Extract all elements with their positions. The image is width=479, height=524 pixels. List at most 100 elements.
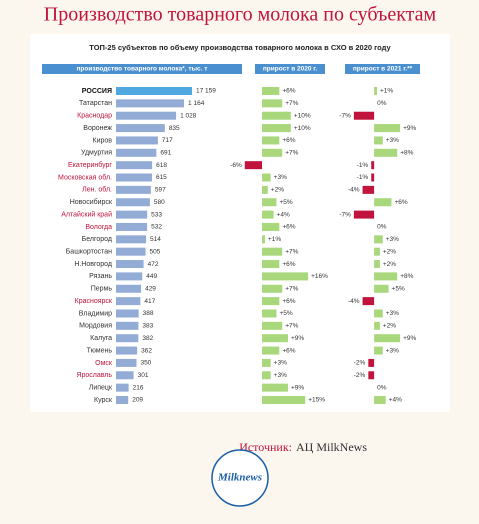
- value-label: +5%: [279, 310, 292, 317]
- bar: [116, 309, 139, 318]
- bar: [262, 173, 271, 182]
- bar: [116, 87, 192, 95]
- value-label: +8%: [400, 150, 413, 157]
- value-label: 1 164: [188, 100, 205, 107]
- value-label: 17 159: [196, 88, 216, 95]
- bar: [116, 334, 139, 343]
- value-label: +6%: [394, 199, 407, 206]
- bar: [116, 124, 165, 133]
- bar: [262, 358, 271, 367]
- bar: [116, 136, 158, 145]
- bar: [116, 99, 185, 108]
- header-bar: [255, 64, 325, 74]
- value-label: +5%: [392, 285, 405, 292]
- bar: [262, 272, 309, 281]
- value-label: 216: [133, 384, 144, 391]
- bar: [116, 272, 143, 281]
- value-label: -1%: [357, 174, 369, 181]
- category-label: Липецк: [89, 384, 113, 391]
- value-label: +10%: [294, 125, 311, 132]
- bar: [116, 210, 148, 219]
- bar: [371, 161, 375, 170]
- category-label: Вологда: [85, 224, 112, 231]
- value-label: -2%: [354, 372, 366, 379]
- header-bar: [345, 64, 420, 74]
- category-label: Татарстан: [79, 100, 112, 107]
- value-label: 532: [151, 224, 162, 231]
- value-label: -6%: [230, 162, 242, 169]
- value-label: +7%: [285, 150, 298, 157]
- bar: [116, 260, 144, 269]
- category-label: Новосибирск: [70, 198, 113, 206]
- value-label: 209: [132, 397, 143, 404]
- bar: [374, 136, 383, 145]
- bar: [368, 358, 375, 367]
- value-label: 0%: [377, 224, 387, 231]
- bar: [262, 334, 288, 343]
- value-label: 388: [143, 310, 154, 317]
- category-label: Краснодар: [77, 113, 112, 120]
- value-label: +6%: [282, 224, 295, 231]
- value-label: +6%: [282, 88, 295, 95]
- value-label: +6%: [282, 261, 295, 268]
- bar: [374, 148, 398, 157]
- logo: Milknews: [217, 472, 262, 484]
- value-label: 429: [145, 285, 156, 292]
- bar: [116, 321, 139, 330]
- bar: [262, 99, 283, 108]
- value-label: 0%: [377, 100, 387, 107]
- value-label: 618: [156, 162, 167, 169]
- category-label: Лен. обл.: [82, 186, 112, 194]
- bar: [116, 358, 137, 367]
- bar: [116, 161, 153, 170]
- bar: [353, 111, 375, 120]
- value-label: +3%: [274, 174, 287, 181]
- value-label: +1%: [380, 88, 393, 95]
- value-label: +3%: [386, 236, 399, 243]
- value-label: -7%: [339, 211, 351, 218]
- bar: [262, 111, 291, 120]
- category-label: Н.Новгород: [74, 261, 112, 268]
- value-label: +7%: [285, 248, 298, 255]
- bar: [374, 321, 380, 330]
- bar: [374, 87, 377, 95]
- value-label: +3%: [274, 360, 287, 367]
- category-label: Ярославль: [76, 372, 112, 379]
- bar: [116, 173, 152, 182]
- bar: [374, 309, 383, 318]
- category-label: Алтайский край: [61, 210, 112, 218]
- bar: [368, 371, 375, 380]
- bar: [262, 124, 291, 133]
- value-label: 301: [138, 372, 149, 379]
- value-label: +3%: [386, 137, 399, 144]
- category-label: Калуга: [90, 335, 112, 342]
- bar: [371, 173, 375, 182]
- value-label: -2%: [354, 360, 366, 367]
- bar: [353, 210, 375, 219]
- bar: [262, 210, 274, 219]
- value-label: +16%: [311, 273, 328, 280]
- value-label: +6%: [282, 298, 295, 305]
- bar: [262, 87, 280, 95]
- bar: [116, 396, 129, 404]
- value-label: 383: [142, 323, 153, 330]
- category-label: Курск: [94, 397, 113, 404]
- value-label: -7%: [339, 112, 351, 119]
- bar: [262, 260, 280, 269]
- bar: [262, 346, 280, 355]
- header-label: прирост в 2021 г.**: [353, 66, 413, 73]
- value-label: +10%: [294, 112, 311, 119]
- bar: [116, 371, 134, 380]
- bar: [116, 247, 146, 256]
- category-label: Красноярск: [75, 298, 113, 305]
- value-label: 362: [141, 347, 152, 354]
- category-label: Владимир: [79, 310, 112, 317]
- bar: [244, 161, 263, 170]
- value-label: +2%: [271, 187, 284, 194]
- category-label: Белгород: [82, 236, 112, 243]
- category-label: Омск: [95, 360, 113, 367]
- bar: [374, 346, 383, 355]
- bar: [116, 148, 157, 157]
- value-label: +7%: [285, 323, 298, 330]
